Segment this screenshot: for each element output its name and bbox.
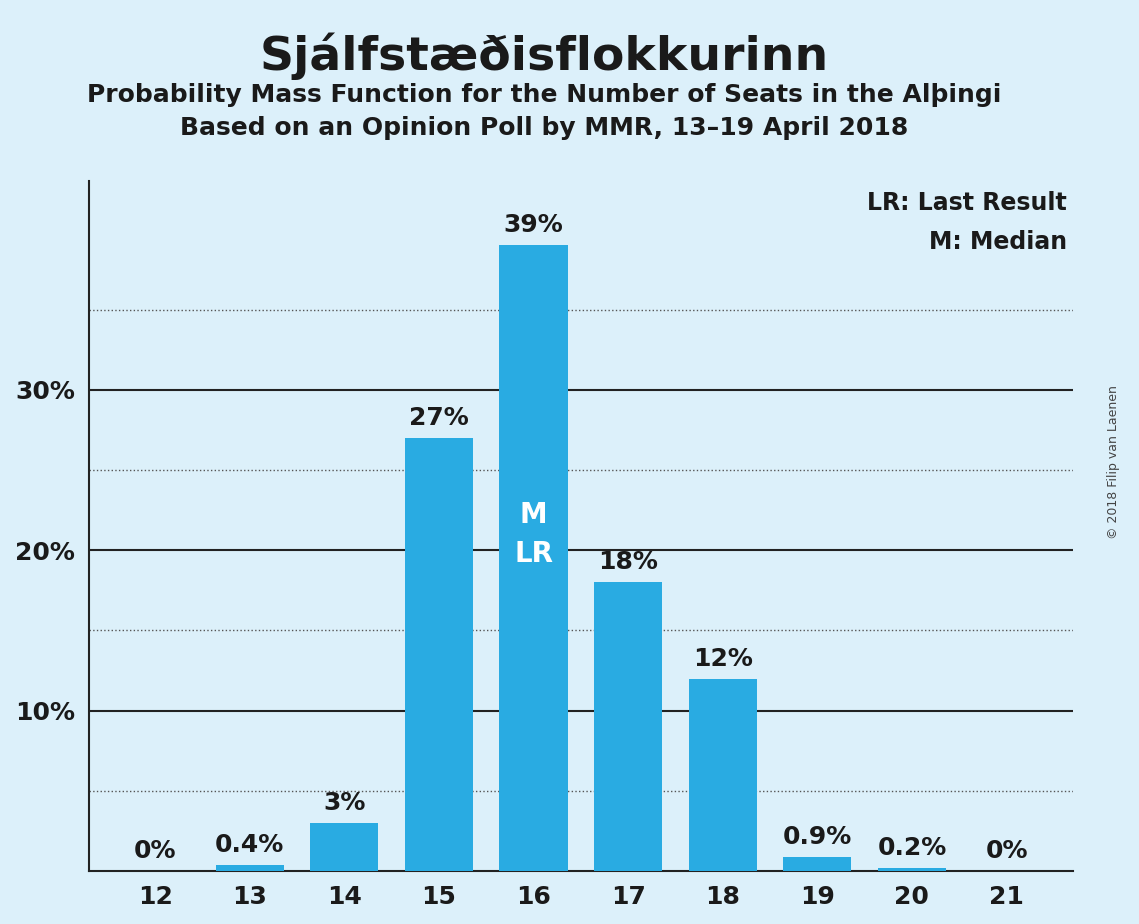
Text: 12%: 12% bbox=[693, 647, 753, 671]
Bar bbox=[689, 678, 756, 871]
Text: 0%: 0% bbox=[985, 839, 1027, 863]
Bar bbox=[595, 582, 662, 871]
Bar bbox=[878, 868, 947, 871]
Bar bbox=[404, 438, 473, 871]
Text: Probability Mass Function for the Number of Seats in the Alþingi: Probability Mass Function for the Number… bbox=[88, 83, 1001, 107]
Bar bbox=[784, 857, 851, 871]
Text: Based on an Opinion Poll by MMR, 13–19 April 2018: Based on an Opinion Poll by MMR, 13–19 A… bbox=[180, 116, 909, 140]
Bar bbox=[310, 823, 378, 871]
Text: 0.2%: 0.2% bbox=[877, 836, 947, 860]
Text: 0.9%: 0.9% bbox=[782, 824, 852, 848]
Text: 3%: 3% bbox=[323, 791, 366, 815]
Text: M
LR: M LR bbox=[514, 501, 554, 567]
Bar bbox=[500, 246, 567, 871]
Text: Sjálfstæðisflokkurinn: Sjálfstæðisflokkurinn bbox=[260, 32, 829, 79]
Text: 0%: 0% bbox=[134, 839, 177, 863]
Text: 0.4%: 0.4% bbox=[215, 833, 285, 857]
Text: 39%: 39% bbox=[503, 213, 564, 237]
Bar bbox=[215, 865, 284, 871]
Text: LR: Last Result
M: Median: LR: Last Result M: Median bbox=[867, 190, 1067, 254]
Text: 27%: 27% bbox=[409, 406, 469, 430]
Text: © 2018 Filip van Laenen: © 2018 Filip van Laenen bbox=[1107, 385, 1121, 539]
Text: 18%: 18% bbox=[598, 551, 658, 575]
